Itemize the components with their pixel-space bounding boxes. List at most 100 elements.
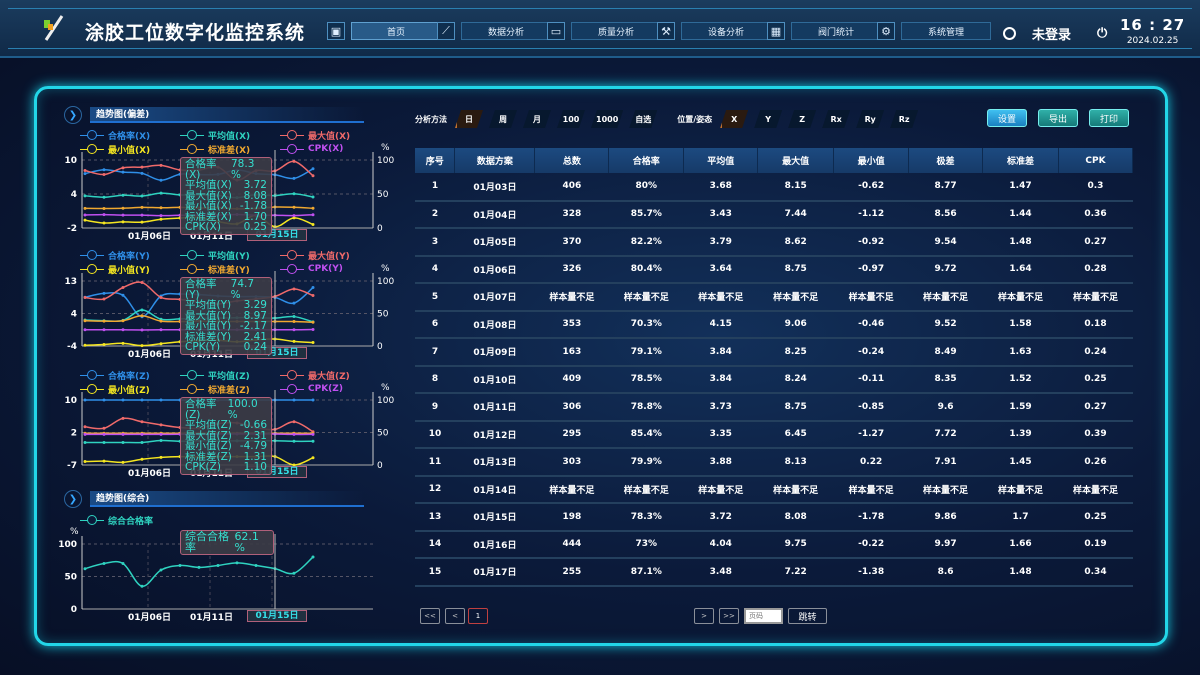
legend-item[interactable]: 平均值(X): [180, 128, 280, 142]
dashboard-icon: ▣: [327, 22, 345, 40]
table-row[interactable]: 6 01月08日 353 70.3% 4.15 9.06 -0.46 9.52 1.58 0.18: [415, 310, 1133, 339]
legend-item[interactable]: 合格率(Z): [80, 368, 180, 382]
filter-Z[interactable]: Z: [788, 110, 816, 128]
nav-2[interactable]: ▭ 质量分析: [547, 22, 661, 40]
chevron-right-icon: ❯: [64, 490, 82, 508]
table-cell: 0.19: [1058, 530, 1133, 559]
export-button[interactable]: 导出: [1038, 109, 1078, 127]
tooltip-row: 平均值(Z) -0.66: [185, 420, 267, 431]
page-number-input[interactable]: [744, 608, 783, 624]
table-row[interactable]: 13 01月15日 198 78.3% 3.72 8.08 -1.78 9.86 1.7 0.25: [415, 503, 1133, 532]
filter-100[interactable]: 100: [557, 110, 585, 128]
table-row[interactable]: 11 01月13日 303 79.9% 3.88 8.13 0.22 7.91 1.45 0.26: [415, 448, 1133, 477]
filter-自选[interactable]: 自选: [629, 110, 657, 128]
y-tick-label: -4: [67, 342, 77, 352]
legend-item[interactable]: 最大值(Y): [280, 248, 380, 262]
last-page-button[interactable]: >>: [719, 608, 739, 624]
filter-X[interactable]: X: [720, 110, 748, 128]
legend-item[interactable]: CPK(X): [280, 142, 380, 156]
table-cell: 8.56: [908, 200, 983, 229]
filter-日[interactable]: 日: [455, 110, 483, 128]
y2-tick-label: 100: [377, 156, 394, 166]
table-row[interactable]: 1 01月03日 406 80% 3.68 8.15 -0.62 8.77 1.47 0.3: [415, 173, 1133, 202]
chart-tooltip: 综合合格率 62.1 %: [180, 530, 274, 555]
calculator-icon: ▦: [767, 22, 785, 40]
filter-Rz[interactable]: Rz: [890, 110, 918, 128]
nav-5[interactable]: ⚙ 系统管理: [877, 22, 991, 40]
nav-0[interactable]: ▣ 首页: [327, 22, 441, 40]
nav-label[interactable]: 阀门统计: [791, 22, 881, 40]
nav-label[interactable]: 设备分析: [681, 22, 771, 40]
column-header[interactable]: 极差: [908, 148, 984, 173]
column-header[interactable]: 合格率: [608, 148, 685, 173]
legend-item[interactable]: CPK(Y): [280, 262, 380, 276]
table-cell: 0.3: [1058, 173, 1133, 202]
nav-label[interactable]: 数据分析: [461, 22, 551, 40]
legend-item[interactable]: 最小值(X): [80, 142, 180, 156]
login-status[interactable]: 未登录: [1032, 28, 1072, 43]
table-cell: 9: [415, 393, 455, 422]
legend-item[interactable]: 综合合格率: [80, 513, 180, 527]
settings-button[interactable]: 设置: [987, 109, 1027, 127]
legend-item[interactable]: 最大值(Z): [280, 368, 380, 382]
print-button[interactable]: 打印: [1089, 109, 1129, 127]
nav-label[interactable]: 首页: [351, 22, 441, 40]
table-cell: 样本量不足: [757, 283, 834, 312]
column-header[interactable]: CPK: [1058, 148, 1134, 173]
table-row[interactable]: 5 01月07日 样本量不足 样本量不足 样本量不足 样本量不足 样本量不足 样本量不足 样本量…: [415, 283, 1133, 312]
column-header[interactable]: 标准差: [982, 148, 1059, 173]
nav-label[interactable]: 质量分析: [571, 22, 661, 40]
nav-1[interactable]: ⟋ 数据分析: [437, 22, 551, 40]
filter-Y[interactable]: Y: [754, 110, 782, 128]
legend-item[interactable]: 最小值(Y): [80, 262, 180, 276]
table-row[interactable]: 15 01月17日 255 87.1% 3.48 7.22 -1.38 8.6 1.48 0.34: [415, 558, 1133, 587]
column-header[interactable]: 平均值: [683, 148, 759, 173]
user-area[interactable]: 未登录 ⏻: [1003, 24, 1107, 43]
table-row[interactable]: 7 01月09日 163 79.1% 3.84 8.25 -0.24 8.49 1.63 0.24: [415, 338, 1133, 367]
table-row[interactable]: 10 01月12日 295 85.4% 3.35 6.45 -1.27 7.72 1.39 0.3…: [415, 420, 1133, 449]
filter-Rx[interactable]: Rx: [822, 110, 850, 128]
legend-item[interactable]: 平均值(Z): [180, 368, 280, 382]
legend-item[interactable]: 标准差(Z): [180, 382, 280, 396]
nav-3[interactable]: ⚒ 设备分析: [657, 22, 771, 40]
column-header[interactable]: 总数: [534, 148, 610, 173]
prev-page-button[interactable]: <: [445, 608, 465, 624]
table-row[interactable]: 2 01月04日 328 85.7% 3.43 7.44 -1.12 8.56 1.44 0.36: [415, 200, 1133, 229]
legend-item[interactable]: 合格率(Y): [80, 248, 180, 262]
power-icon[interactable]: ⏻: [1097, 26, 1108, 41]
next-page-button[interactable]: >: [694, 608, 714, 624]
filter-月[interactable]: 月: [523, 110, 551, 128]
column-header[interactable]: 最小值: [833, 148, 910, 173]
table-row[interactable]: 3 01月05日 370 82.2% 3.79 8.62 -0.92 9.54 1.48 0.27: [415, 228, 1133, 257]
first-page-button[interactable]: <<: [420, 608, 440, 624]
table-row[interactable]: 14 01月16日 444 73% 4.04 9.75 -0.22 9.97 1.66 0.19: [415, 530, 1133, 559]
legend-label: 最大值(Z): [308, 371, 350, 382]
table-cell: 6: [415, 310, 455, 339]
nav-4[interactable]: ▦ 阀门统计: [767, 22, 881, 40]
filter-周[interactable]: 周: [489, 110, 517, 128]
nav-label[interactable]: 系统管理: [901, 22, 991, 40]
table-row[interactable]: 12 01月14日 样本量不足 样本量不足 样本量不足 样本量不足 样本量不足 样本量不足 样本…: [415, 475, 1133, 504]
legend-item[interactable]: 平均值(Y): [180, 248, 280, 262]
column-header[interactable]: 序号: [415, 148, 456, 173]
data-point: [140, 440, 144, 444]
table-row[interactable]: 9 01月11日 306 78.8% 3.73 8.75 -0.85 9.6 1.59 0.27: [415, 393, 1133, 422]
legend-item[interactable]: 最大值(X): [280, 128, 380, 142]
table-cell: 163: [534, 338, 609, 367]
column-header[interactable]: 最大值: [757, 148, 835, 173]
table-row[interactable]: 8 01月10日 409 78.5% 3.84 8.24 -0.11 8.35 1.52 0.25: [415, 365, 1133, 394]
tooltip-label: 最大值(Z): [185, 429, 232, 442]
jump-button[interactable]: 跳转: [788, 608, 827, 624]
filter-Ry[interactable]: Ry: [856, 110, 884, 128]
legend-item[interactable]: 最小值(Z): [80, 382, 180, 396]
column-header[interactable]: 数据方案: [454, 148, 536, 173]
legend-item[interactable]: 标准差(Y): [180, 262, 280, 276]
legend-item[interactable]: 合格率(X): [80, 128, 180, 142]
page-1-button[interactable]: 1: [468, 608, 488, 624]
legend-item[interactable]: CPK(Z): [280, 382, 380, 396]
data-point: [83, 567, 87, 571]
legend-item[interactable]: 标准差(X): [180, 142, 280, 156]
filter-1000[interactable]: 1000: [591, 110, 623, 128]
table-row[interactable]: 4 01月06日 326 80.4% 3.64 8.75 -0.97 9.72 1.64 0.28: [415, 255, 1133, 284]
table-cell: 370: [534, 228, 609, 257]
